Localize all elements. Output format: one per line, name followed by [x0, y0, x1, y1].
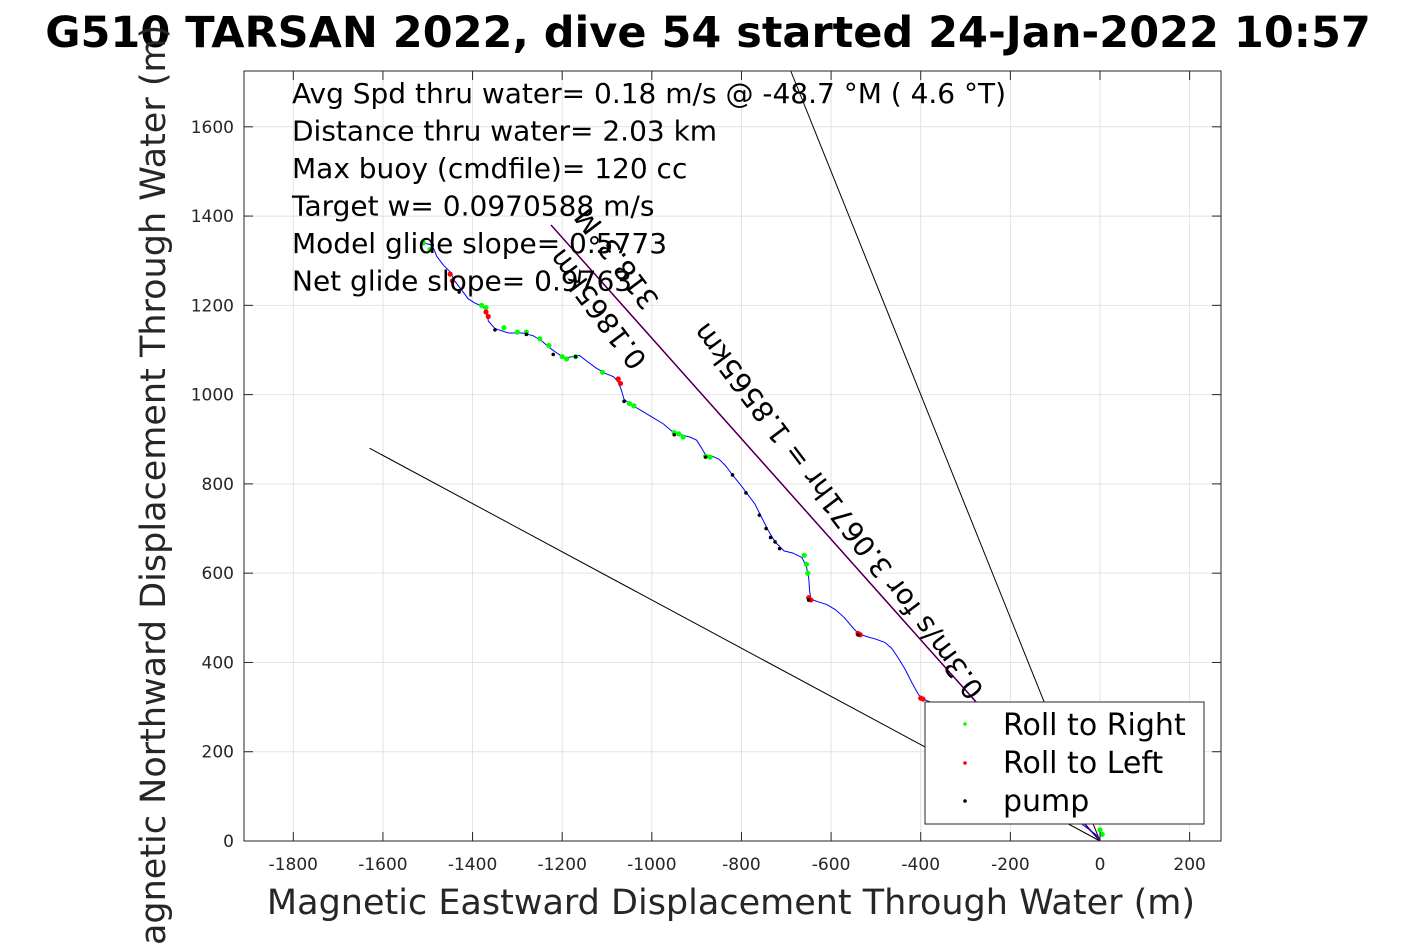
roll-right-point	[805, 570, 811, 576]
x-tick-label: -400	[901, 855, 940, 875]
x-tick-label: -200	[991, 855, 1030, 875]
x-tick-label: -1400	[448, 855, 497, 875]
legend-box	[924, 701, 1205, 825]
roll-right-point	[478, 302, 485, 308]
pump-point	[757, 513, 762, 517]
annotation-line: Distance thru water= 2.03 km	[292, 115, 717, 148]
roll-right-point	[676, 431, 682, 437]
pump-point	[524, 332, 529, 337]
pump-point	[856, 632, 860, 637]
roll-right-point	[707, 454, 713, 460]
y-axis-label: Magnetic Northward Displacement Through …	[134, 25, 174, 945]
roll-left-point	[449, 278, 455, 284]
roll-right-point	[427, 246, 433, 253]
x-tick-label: -1200	[537, 855, 586, 875]
x-tick-label: -1000	[627, 855, 676, 875]
y-tick-label: 0	[223, 832, 234, 852]
annotation-line: Target w= 0.0970588 m/s	[291, 190, 654, 223]
y-tick-label: 1600	[191, 118, 234, 138]
legend-label-roll-right: Roll to Right	[1003, 708, 1186, 743]
roll-right-point	[559, 354, 565, 360]
roll-right-point	[626, 400, 633, 407]
roll-left-point	[615, 376, 621, 382]
roll-left-point	[617, 380, 624, 387]
ticks: -1800 -1600 -1400 -1200 -1000 -800 -600 -400 -20…	[191, 71, 1221, 875]
roll-right-point	[483, 304, 489, 311]
annotations: Avg Spd thru water= 0.18 m/s @ -48.7 °M …	[291, 77, 1006, 298]
pump-point	[551, 352, 556, 357]
x-tick-label: 200	[1173, 855, 1205, 875]
legend-label-pump: pump	[1003, 784, 1089, 819]
roll-right-point	[546, 342, 552, 349]
legend-label-roll-left: Roll to Left	[1003, 746, 1163, 781]
legend: Roll to Right Roll to Left pump	[924, 701, 1205, 825]
x-tick-label: -1600	[358, 855, 407, 875]
roll-right-point	[1099, 831, 1105, 837]
roll-right-point	[564, 356, 570, 362]
pump-point	[493, 328, 497, 332]
pump-point	[430, 243, 435, 247]
pump-point	[573, 354, 578, 359]
roll-left-point	[485, 313, 491, 320]
roll-left-point	[483, 309, 489, 315]
legend-marker-roll-right	[963, 722, 967, 726]
track-line	[423, 242, 1101, 840]
x-tick-label: -600	[812, 855, 851, 875]
annotation-line: Avg Spd thru water= 0.18 m/s @ -48.7 °M …	[292, 77, 1006, 110]
roll-right-point	[803, 561, 810, 567]
roll-right-point	[514, 329, 520, 335]
roll-left-point	[447, 271, 453, 277]
legend-marker-pump	[963, 799, 967, 803]
y-tick-label: 800	[202, 475, 234, 495]
roll-right-point	[537, 336, 543, 342]
pump-point	[777, 546, 782, 551]
y-tick-label: 200	[202, 743, 234, 763]
x-tick-label: 0	[1095, 855, 1106, 875]
rotated-label: 0.3m/s for 3.0671hr = 1.8565km	[686, 317, 990, 706]
x-tick-label: -1800	[269, 855, 318, 875]
pump-point	[744, 491, 748, 495]
roll-right-point	[420, 240, 426, 246]
y-tick-label: 600	[202, 564, 234, 584]
x-tick-label: -800	[722, 855, 761, 875]
annotation-line: Net glide slope= 0.9763	[292, 265, 632, 298]
pump-point	[672, 432, 677, 437]
annotation-line: Model glide slope= 0.5773	[292, 227, 667, 260]
roll-right-point	[631, 403, 637, 409]
plot-frame	[243, 70, 1222, 842]
roll-right-point	[680, 434, 686, 440]
roll-right-point	[501, 325, 507, 331]
pump-point	[768, 535, 773, 540]
roll-right-point	[599, 369, 606, 375]
roll-right-point	[801, 552, 807, 558]
y-tick-label: 1400	[191, 207, 234, 227]
pump-point	[730, 473, 735, 477]
pump-point	[806, 598, 811, 602]
y-tick-label: 1200	[191, 296, 234, 316]
pump-point	[703, 455, 708, 459]
annotation-line: Max buoy (cmdfile)= 120 cc	[292, 152, 687, 185]
x-axis-label: Magnetic Eastward Displacement Through W…	[267, 883, 1195, 923]
roll-right-point	[1097, 827, 1103, 833]
pump-point	[622, 399, 626, 404]
pump-point	[457, 290, 461, 294]
chart-title: G510 TARSAN 2022, dive 54 started 24-Jan…	[45, 8, 1371, 58]
legend-marker-roll-left	[963, 761, 967, 765]
pump-point	[773, 540, 777, 544]
y-tick-label: 1000	[191, 386, 234, 406]
roll-left-point	[920, 696, 926, 702]
y-tick-label: 400	[202, 653, 234, 673]
pump-point	[764, 526, 768, 531]
